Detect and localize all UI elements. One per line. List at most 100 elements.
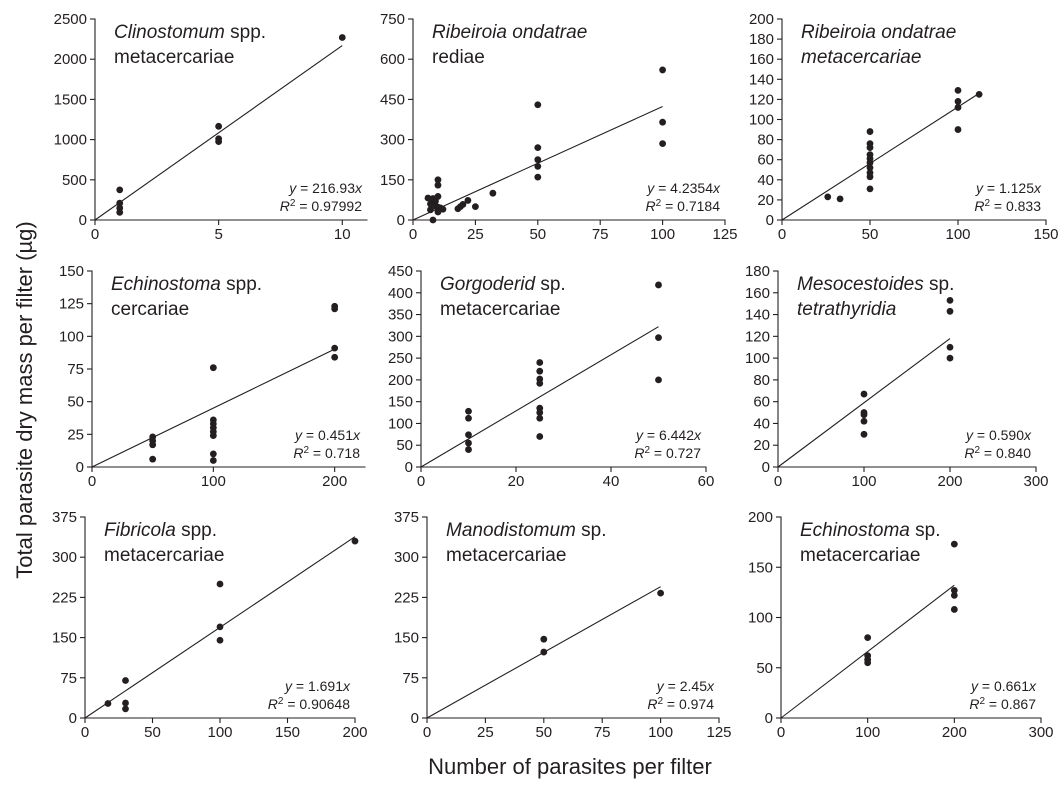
data-point xyxy=(946,307,954,315)
panel-subtitle: metacercariae xyxy=(104,545,224,566)
x-tick-label: 75 xyxy=(592,226,609,243)
x-tick-label: 0 xyxy=(774,473,782,490)
x-tick-label: 40 xyxy=(603,473,620,490)
data-point xyxy=(331,305,339,313)
x-tick-label: 100 xyxy=(855,724,880,741)
y-tick-label: 400 xyxy=(388,285,413,302)
data-point xyxy=(424,194,432,202)
data-point xyxy=(434,193,442,200)
data-point xyxy=(215,122,223,130)
y-tick-label: 20 xyxy=(753,437,770,454)
data-point xyxy=(860,411,868,419)
data-point xyxy=(655,376,662,384)
data-point xyxy=(465,407,472,415)
y-tick-label: 1000 xyxy=(54,132,87,149)
panel-title: Ribeiroia ondatrae xyxy=(801,22,956,43)
y-tick-label: 0 xyxy=(766,212,774,229)
data-point xyxy=(860,430,868,438)
x-tick-label: 200 xyxy=(342,724,367,741)
x-tick-label: 100 xyxy=(201,473,226,490)
r-squared: R2 = 0.90648 xyxy=(268,696,350,713)
r-squared: R2 = 0.727 xyxy=(634,445,701,462)
y-tick-label: 200 xyxy=(748,509,773,526)
regression-equation: y = 1.125x xyxy=(975,180,1042,196)
y-tick-label: 300 xyxy=(388,328,413,345)
y-tick-label: 0 xyxy=(765,710,773,727)
data-point xyxy=(116,208,124,216)
regression-equation: y = 216.93x xyxy=(288,180,363,196)
data-point xyxy=(866,144,874,152)
data-point xyxy=(216,580,224,588)
x-tick-label: 25 xyxy=(477,724,494,741)
panel-3: 0 50 100 150020406080100120140160180200Ribe… xyxy=(749,11,1059,243)
data-point xyxy=(954,98,962,105)
data-point xyxy=(659,118,666,126)
data-point xyxy=(659,66,666,74)
regression-line xyxy=(781,92,980,221)
y-tick-label: 25 xyxy=(67,426,84,443)
x-tick-label: 0 xyxy=(778,226,786,243)
data-point xyxy=(975,90,983,98)
y-tick-label: 120 xyxy=(749,91,774,108)
regression-line xyxy=(91,348,335,468)
data-point xyxy=(465,439,472,447)
data-point xyxy=(534,163,542,170)
data-point xyxy=(950,586,958,594)
y-tick-label: 75 xyxy=(402,670,419,687)
y-tick-label: 100 xyxy=(59,328,84,345)
y-tick-label: 300 xyxy=(380,132,405,149)
x-tick-label: 200 xyxy=(942,724,967,741)
data-point xyxy=(209,432,217,440)
data-point xyxy=(954,126,962,133)
x-tick-label: 100 xyxy=(650,226,675,243)
y-tick-label: 80 xyxy=(757,132,774,149)
regression-equation: y = 1.691x xyxy=(284,678,351,694)
data-point xyxy=(427,206,434,214)
x-tick-label: 0 xyxy=(423,724,431,741)
data-point xyxy=(540,648,548,656)
y-tick-label: 2000 xyxy=(54,51,87,68)
x-tick-label: 300 xyxy=(1028,724,1053,741)
panel-subtitle: tetrathyridia xyxy=(797,299,896,320)
data-point xyxy=(866,128,874,135)
y-tick-label: 1500 xyxy=(54,91,87,108)
data-point xyxy=(209,457,217,464)
y-tick-label: 150 xyxy=(394,630,419,647)
data-point xyxy=(216,636,224,644)
y-tick-label: 0 xyxy=(397,212,405,229)
y-tick-label: 2500 xyxy=(54,11,87,28)
x-tick-label: 100 xyxy=(207,724,232,741)
x-tick-label: 0 xyxy=(777,724,785,741)
data-point xyxy=(860,390,868,398)
x-tick-label: 150 xyxy=(1033,226,1058,243)
panel-title: Fibricola spp. xyxy=(104,520,217,541)
y-tick-label: 350 xyxy=(388,307,413,324)
panel-5: 0 20 40 60 0 50 100 150 200 250 300 350 400 450 Gorgod… xyxy=(388,263,714,490)
r-squared: R2 = 0.867 xyxy=(969,696,1036,713)
x-tick-label: 100 xyxy=(945,226,970,243)
data-point xyxy=(655,334,662,342)
y-tick-label: 160 xyxy=(749,51,774,68)
y-tick-label: 50 xyxy=(756,660,773,677)
data-point xyxy=(472,203,479,211)
y-tick-label: 0 xyxy=(405,459,413,476)
data-point xyxy=(655,281,662,289)
y-tick-label: 100 xyxy=(745,350,770,367)
panel-title: Echinostoma spp. xyxy=(111,274,262,295)
y-tick-label: 20 xyxy=(757,192,774,209)
data-point xyxy=(946,297,954,304)
panel-title: Manodistomum sp. xyxy=(446,520,607,541)
data-point xyxy=(866,159,874,167)
y-tick-label: 450 xyxy=(388,263,413,280)
data-point xyxy=(536,409,544,416)
x-tick-label: 200 xyxy=(937,473,962,490)
x-tick-label: 25 xyxy=(467,226,484,243)
data-point xyxy=(864,634,872,641)
data-point xyxy=(439,205,447,213)
y-tick-label: 225 xyxy=(52,589,77,606)
y-tick-label: 100 xyxy=(749,112,774,129)
y-tick-label: 60 xyxy=(753,394,770,411)
y-tick-label: 200 xyxy=(749,11,774,28)
y-tick-label: 150 xyxy=(388,394,413,411)
